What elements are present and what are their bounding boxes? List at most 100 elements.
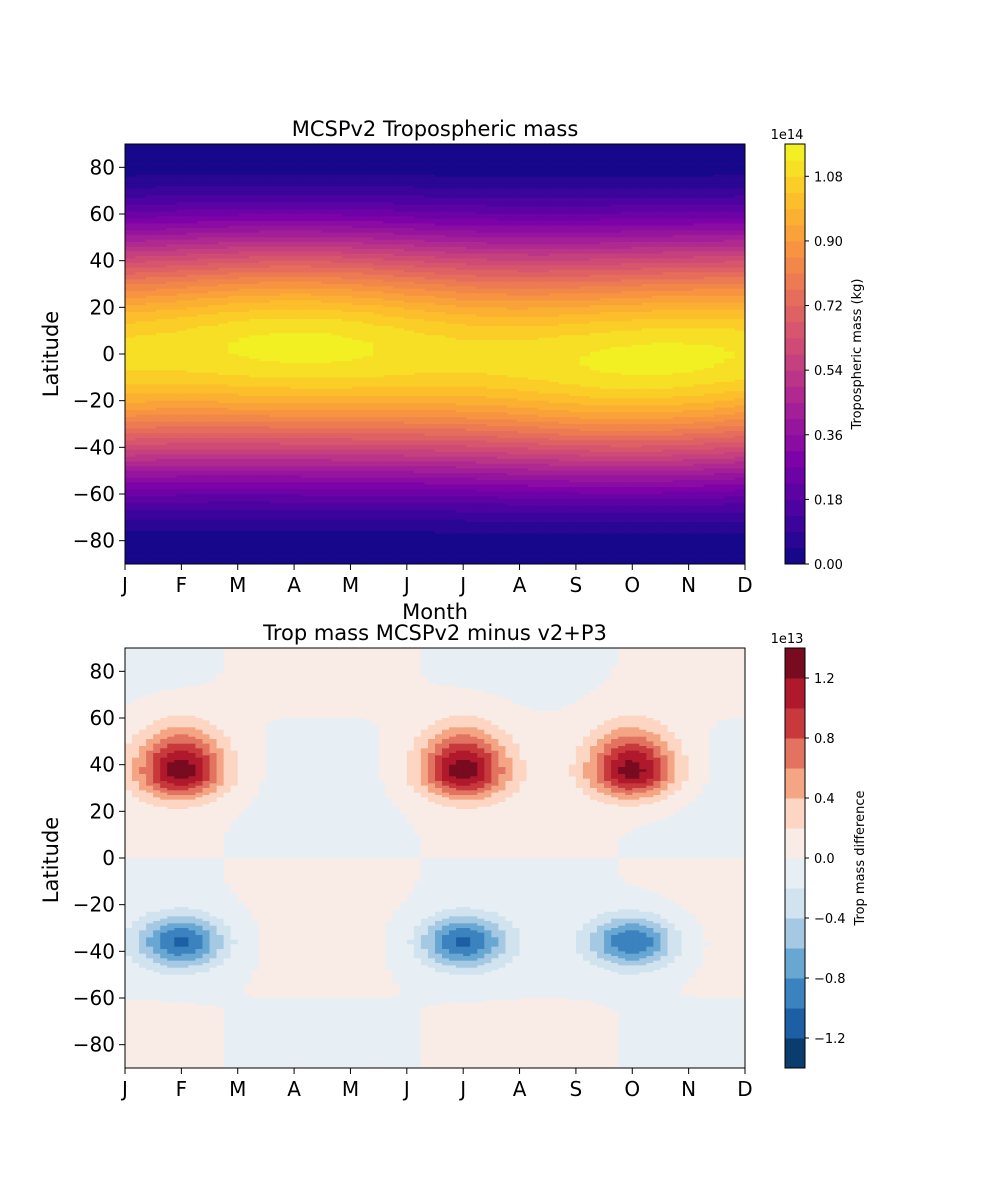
top-contour-cell bbox=[207, 389, 219, 392]
top-contour-cell bbox=[300, 489, 312, 493]
top-contour-cell bbox=[197, 228, 209, 231]
top-contour-cell bbox=[342, 214, 353, 217]
top-contour-cell bbox=[352, 484, 364, 488]
top-contour-cell bbox=[187, 524, 198, 528]
top-contour-cell bbox=[404, 407, 415, 411]
top-contour-cell bbox=[269, 179, 281, 182]
top-contour-cell bbox=[269, 146, 281, 150]
top-contour-cell bbox=[280, 529, 291, 532]
top-contour-cell bbox=[404, 270, 415, 273]
top-contour-cell bbox=[135, 328, 147, 332]
top-contour-cell bbox=[404, 309, 415, 313]
top-contour-cell bbox=[218, 456, 229, 460]
top-contour-cell bbox=[166, 242, 178, 245]
top-contour-cell bbox=[228, 349, 240, 353]
top-contour-cell bbox=[156, 557, 167, 560]
top-contour-cell bbox=[331, 410, 343, 413]
top-contour-cell bbox=[321, 307, 333, 311]
top-contour-cell bbox=[207, 508, 219, 511]
top-contour-cell bbox=[280, 526, 291, 530]
top-contour-cell bbox=[280, 270, 291, 273]
top-contour-cell bbox=[156, 321, 167, 325]
top-contour-cell bbox=[125, 169, 136, 173]
top-contour-cell bbox=[228, 368, 240, 371]
top-contour-cell bbox=[373, 246, 384, 250]
top-contour-cell bbox=[342, 557, 353, 560]
top-contour-cell bbox=[207, 232, 219, 236]
top-contour-cell bbox=[207, 515, 219, 518]
top-contour-cell bbox=[187, 244, 198, 248]
top-contour-cell bbox=[393, 533, 405, 537]
top-contour-cell bbox=[393, 515, 405, 518]
top-contour-cell bbox=[218, 454, 229, 458]
top-contour-cell bbox=[228, 155, 240, 159]
top-contour-cell bbox=[280, 391, 291, 395]
top-contour-cell bbox=[393, 169, 405, 173]
top-contour-cell bbox=[145, 370, 157, 374]
top-contour-cell bbox=[290, 344, 302, 348]
top-contour-cell bbox=[373, 314, 384, 318]
top-contour-cell bbox=[404, 375, 415, 378]
top-contour-cell bbox=[362, 561, 374, 564]
top-contour-cell bbox=[135, 503, 147, 507]
top-contour-cell bbox=[125, 531, 136, 535]
top-contour-cell bbox=[135, 382, 147, 385]
top-contour-cell bbox=[393, 440, 405, 444]
top-contour-cell bbox=[176, 440, 188, 444]
top-contour-cell bbox=[135, 204, 147, 208]
top-contour-cell bbox=[342, 169, 353, 173]
top-contour-cell bbox=[176, 174, 188, 178]
top-contour-cell bbox=[187, 377, 198, 381]
top-contour-cell bbox=[135, 279, 147, 283]
top-contour-cell bbox=[238, 536, 250, 539]
top-contour-cell bbox=[290, 398, 302, 402]
top-contour-cell bbox=[187, 202, 198, 206]
top-contour-cell bbox=[269, 174, 281, 178]
top-contour-cell bbox=[176, 218, 188, 222]
top-contour-cell bbox=[404, 207, 415, 210]
top-contour-cell bbox=[259, 333, 271, 336]
top-contour-cell bbox=[352, 445, 364, 448]
top-contour-cell bbox=[249, 494, 260, 497]
top-contour-cell bbox=[166, 183, 178, 187]
top-contour-cell bbox=[207, 433, 219, 437]
top-contour-cell bbox=[135, 307, 147, 311]
top-contour-cell bbox=[352, 221, 364, 224]
top-contour-cell bbox=[393, 223, 405, 227]
top-contour-cell bbox=[321, 547, 333, 551]
top-contour-cell bbox=[176, 536, 188, 539]
top-contour-cell bbox=[383, 452, 395, 455]
top-contour-cell bbox=[135, 515, 147, 518]
top-contour-cell bbox=[238, 370, 250, 374]
top-contour-cell bbox=[342, 272, 353, 276]
top-contour-cell bbox=[331, 505, 343, 509]
top-contour-cell bbox=[280, 412, 291, 416]
top-contour-cell bbox=[218, 482, 229, 486]
top-contour-cell bbox=[383, 253, 395, 257]
top-contour-cell bbox=[259, 160, 271, 164]
top-contour-cell bbox=[321, 244, 333, 248]
top-contour-cell bbox=[362, 260, 374, 264]
top-contour-cell bbox=[290, 242, 302, 245]
top-contour-cell bbox=[259, 221, 271, 224]
top-contour-cell bbox=[249, 361, 260, 364]
top-contour-cell bbox=[218, 435, 229, 439]
top-contour-cell bbox=[342, 333, 353, 336]
top-contour-cell bbox=[269, 316, 281, 320]
top-contour-cell bbox=[269, 312, 281, 315]
top-contour-cell bbox=[125, 244, 136, 248]
top-contour-cell bbox=[362, 235, 374, 238]
top-contour-cell bbox=[383, 300, 395, 304]
top-contour-cell bbox=[125, 165, 136, 168]
top-contour-cell bbox=[331, 428, 343, 432]
top-contour-cell bbox=[290, 375, 302, 378]
top-contour-cell bbox=[331, 424, 343, 427]
top-contour-cell bbox=[176, 358, 188, 362]
top-contour-cell bbox=[362, 417, 374, 420]
top-contour-cell bbox=[249, 545, 260, 549]
top-contour-cell bbox=[352, 442, 364, 446]
top-contour-cell bbox=[300, 232, 312, 236]
top-contour-cell bbox=[404, 354, 415, 357]
top-contour-cell bbox=[352, 167, 364, 171]
top-contour-cell bbox=[145, 363, 157, 367]
